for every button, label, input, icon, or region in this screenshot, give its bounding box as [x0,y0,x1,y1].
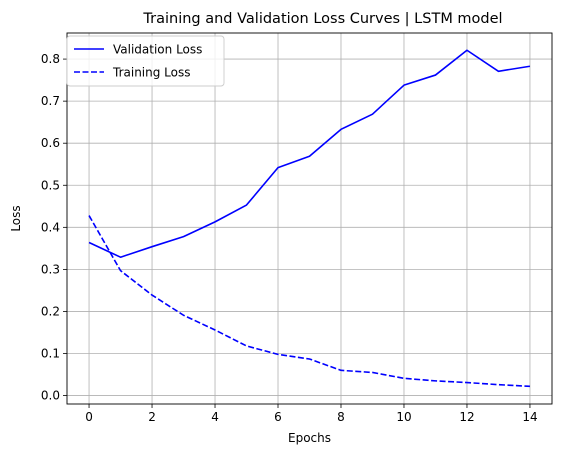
x-tick-label: 8 [337,410,345,424]
x-tick-label: 4 [211,410,219,424]
y-axis-label: Loss [9,205,23,231]
y-tick-label: 0.8 [41,52,60,66]
x-axis-label: Epochs [288,431,331,445]
x-tick-label: 2 [148,410,156,424]
y-tick-label: 0.4 [41,220,60,234]
y-tick-label: 0.5 [41,178,60,192]
x-tick-label: 14 [522,410,537,424]
chart-title: Training and Validation Loss Curves | LS… [142,11,502,27]
y-tick-label: 0.2 [41,304,60,318]
y-tick-label: 0.0 [41,389,60,403]
x-tick-label: 6 [274,410,282,424]
legend-label-validation: Validation Loss [113,43,202,57]
y-tick-label: 0.6 [41,136,60,150]
x-tick-label: 10 [396,410,411,424]
legend-label-training: Training Loss [112,66,190,80]
legend: Validation Loss Training Loss [67,36,224,86]
y-tick-label: 0.7 [41,94,60,108]
x-tick-label: 12 [459,410,474,424]
x-tick-label: 0 [85,410,93,424]
y-tick-label: 0.3 [41,262,60,276]
y-tick-label: 0.1 [41,347,60,361]
